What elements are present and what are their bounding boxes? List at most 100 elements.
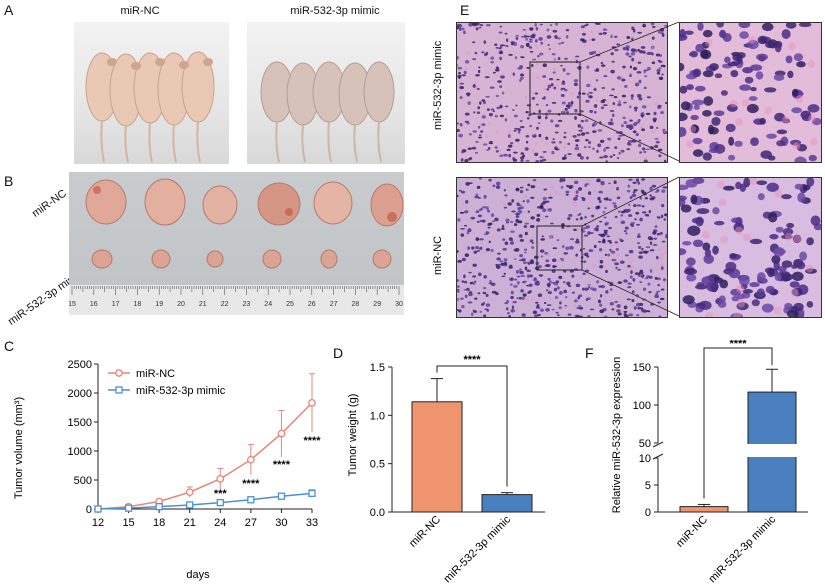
nucleus [606, 235, 611, 238]
nucleus [465, 200, 469, 204]
nucleus [586, 93, 590, 96]
nucleus [657, 104, 662, 108]
cytoplasm-spot [737, 299, 745, 308]
cytoplasm-spot [620, 301, 624, 305]
nucleus [680, 204, 692, 213]
nucleus [524, 231, 528, 236]
axis-break-mark [652, 441, 664, 448]
nucleus [552, 247, 558, 250]
nucleus [553, 86, 557, 90]
nucleus [649, 197, 655, 201]
nucleus [542, 208, 547, 212]
nucleus [510, 142, 514, 145]
y-axis-label: Tumor volume (mm³) [13, 397, 25, 499]
nucleus [627, 264, 631, 268]
nucleus [616, 156, 620, 160]
nucleus [538, 109, 542, 114]
x-tick-label: 27 [245, 517, 257, 529]
nucleus [618, 134, 623, 137]
nucleus [490, 61, 494, 64]
nucleus [457, 218, 461, 222]
nucleus [749, 238, 763, 245]
nucleus [622, 116, 626, 120]
nucleus [499, 50, 503, 53]
nucleus [622, 46, 628, 51]
nucleus [575, 190, 579, 194]
nucleus [626, 298, 631, 301]
nucleus [749, 282, 760, 288]
nucleus [610, 52, 614, 56]
nucleus [587, 286, 591, 289]
nucleus [661, 189, 666, 193]
nucleus [657, 59, 661, 62]
nucleus [596, 149, 599, 153]
nucleus [638, 97, 643, 101]
nucleus [457, 298, 460, 302]
nucleus [558, 140, 562, 144]
nucleus [618, 100, 621, 104]
cytoplasm-spot [587, 283, 591, 287]
x-tick-label: 24 [214, 517, 226, 529]
nucleus [662, 186, 667, 189]
ruler-label: 25 [286, 301, 294, 308]
nucleus [463, 30, 466, 35]
mice-photo-nc [74, 22, 229, 164]
nucleus [494, 217, 499, 222]
nucleus [614, 48, 619, 52]
nucleus [630, 52, 636, 56]
cytoplasm-spot [660, 263, 664, 267]
nucleus [551, 150, 555, 155]
nucleus [794, 156, 807, 162]
nucleus [629, 196, 633, 200]
data-point [247, 455, 255, 464]
nucleus [712, 245, 719, 255]
nucleus [461, 190, 466, 194]
nucleus [632, 181, 637, 184]
nucleus [566, 184, 569, 188]
nucleus [805, 268, 817, 274]
nucleus [539, 52, 544, 56]
nucleus [624, 226, 629, 230]
nucleus [531, 246, 535, 249]
nucleus [656, 71, 661, 75]
nucleus [796, 61, 806, 68]
nucleus [632, 278, 636, 282]
nucleus [487, 209, 490, 213]
nucleus [577, 65, 582, 70]
cytoplasm-spot [718, 198, 727, 207]
data-point [277, 429, 286, 438]
cytoplasm-spot [742, 233, 751, 242]
nucleus [806, 301, 814, 308]
ruler-label: 20 [177, 301, 185, 308]
nucleus [658, 67, 662, 69]
nucleus [567, 313, 572, 316]
nucleus [495, 66, 499, 70]
nucleus [680, 28, 686, 39]
nucleus [600, 181, 605, 186]
nucleus [477, 126, 481, 129]
nucleus [520, 76, 524, 80]
nucleus [655, 255, 659, 260]
nucleus [791, 264, 798, 269]
cytoplasm-spot [686, 140, 694, 149]
nucleus [604, 231, 608, 234]
nucleus [516, 297, 519, 300]
nucleus [560, 88, 563, 91]
cytoplasm-spot [720, 235, 729, 244]
nucleus [463, 274, 466, 279]
nucleus [512, 109, 515, 111]
nucleus [459, 96, 463, 99]
nucleus [581, 92, 586, 95]
nucleus [641, 147, 646, 151]
nucleus [558, 275, 563, 280]
nucleus [476, 220, 480, 223]
nucleus [588, 95, 593, 99]
nucleus [690, 114, 699, 121]
nucleus [457, 289, 460, 293]
nucleus [459, 211, 465, 214]
nucleus [582, 248, 586, 250]
nucleus [566, 281, 571, 286]
nucleus [742, 289, 754, 294]
nucleus [546, 28, 550, 32]
nucleus [507, 312, 510, 315]
